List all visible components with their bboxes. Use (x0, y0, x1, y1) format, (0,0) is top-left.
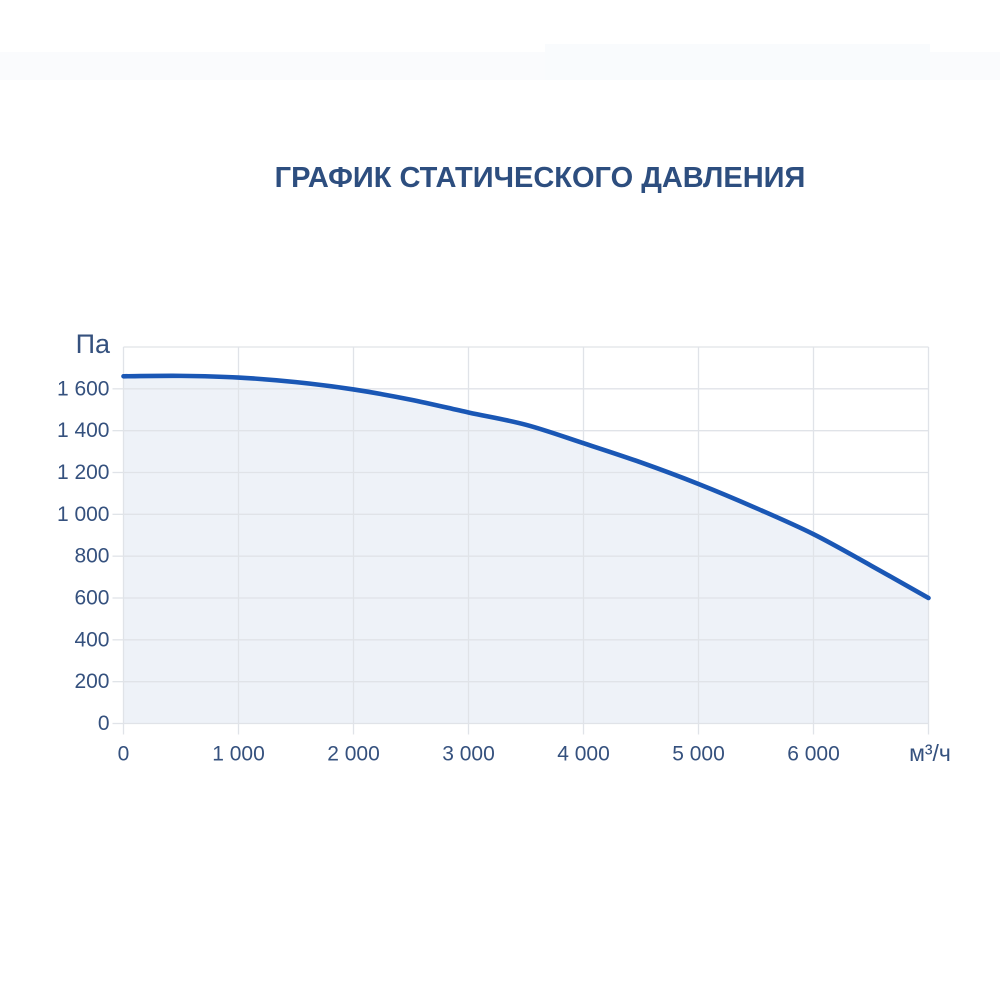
y-tick-label: 1 600 (57, 377, 110, 400)
pressure-curve (121, 373, 931, 601)
y-tick-label: 1 000 (57, 503, 110, 526)
x-tick-label: 3 000 (442, 743, 495, 766)
x-tick-label: 1 000 (212, 743, 265, 766)
curve-area-fill (123, 375, 929, 724)
y-tick-label: 600 (74, 587, 109, 610)
x-tick-label: 6 000 (787, 743, 840, 766)
x-tick-label: 2 000 (327, 743, 380, 766)
x-axis-unit-label: м³/ч (909, 740, 951, 766)
faint-background-band-right (545, 44, 930, 80)
x-tick-label: 4 000 (557, 743, 610, 766)
y-tick-label: 200 (74, 670, 109, 693)
y-tick-label: 1 400 (57, 419, 110, 442)
y-axis-unit-label: Па (75, 329, 110, 359)
y-tick-label: 1 200 (57, 461, 110, 484)
x-tick-label: 0 (118, 743, 130, 766)
y-tick-label: 400 (74, 628, 109, 651)
chart-title: ГРАФИК СТАТИЧЕСКОГО ДАВЛЕНИЯ (274, 162, 806, 194)
y-tick-label: 800 (74, 545, 109, 568)
x-tick-label: 5 000 (672, 743, 725, 766)
y-tick-label: 0 (98, 712, 110, 735)
